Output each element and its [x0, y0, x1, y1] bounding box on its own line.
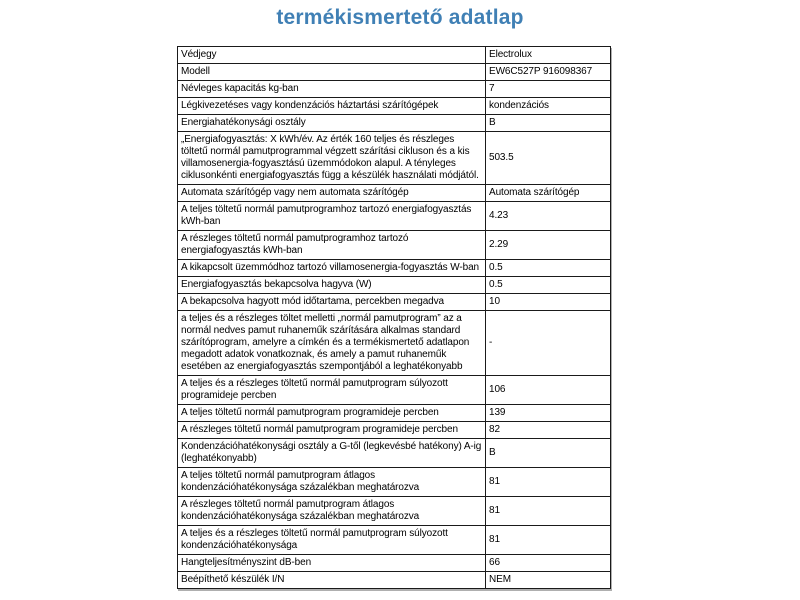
table-row: A teljes és a részleges töltetű normál p… [177, 525, 611, 555]
row-label: Hangteljesítményszint dB-ben [177, 554, 486, 572]
row-value: 0.5 [485, 259, 611, 277]
row-label: A részleges töltetű normál pamutprogram … [177, 496, 486, 526]
row-label: A kikapcsolt üzemmódhoz tartozó villamos… [177, 259, 486, 277]
row-label: Beépíthető készülék I/N [177, 571, 486, 589]
row-label: Névleges kapacitás kg-ban [177, 80, 486, 98]
row-label: Energiafogyasztás bekapcsolva hagyva (W) [177, 276, 486, 294]
row-label: A teljes töltetű normál pamutprogramhoz … [177, 201, 486, 231]
row-label: A részleges töltetű normál pamutprogramh… [177, 230, 486, 260]
row-label: a teljes és a részleges töltet melletti … [177, 310, 486, 376]
row-label: Védjegy [177, 46, 486, 64]
row-value: 106 [485, 375, 611, 405]
table-row: A teljes töltetű normál pamutprogramhoz … [177, 201, 611, 231]
row-label: „Energiafogyasztás: X kWh/év. Az érték 1… [177, 131, 486, 185]
row-label: A részleges töltetű normál pamutprogram … [177, 421, 486, 439]
row-value: kondenzációs [485, 97, 611, 115]
row-value: Electrolux [485, 46, 611, 64]
table-row: Hangteljesítményszint dB-ben 66 [177, 554, 611, 572]
row-value: - [485, 310, 611, 376]
row-value: 10 [485, 293, 611, 311]
row-value: 81 [485, 496, 611, 526]
table-row: Beépíthető készülék I/N NEM [177, 571, 611, 589]
table-row: a teljes és a részleges töltet melletti … [177, 310, 611, 376]
row-label: A teljes töltetű normál pamutprogram átl… [177, 467, 486, 497]
row-value: 503.5 [485, 131, 611, 185]
table-row: Modell EW6C527P 916098367 [177, 63, 611, 81]
row-value: 81 [485, 467, 611, 497]
row-value: B [485, 114, 611, 132]
table-row: A bekapcsolva hagyott mód időtartama, pe… [177, 293, 611, 311]
row-value: 81 [485, 525, 611, 555]
datasheet-page: termékismertető adatlap Védjegy Electrol… [0, 6, 800, 600]
row-value: Automata szárítógép [485, 184, 611, 202]
row-label: Légkivezetéses vagy kondenzációs háztart… [177, 97, 486, 115]
table-row: Energiafogyasztás bekapcsolva hagyva (W)… [177, 276, 611, 294]
table-row: Kondenzációhatékonysági osztály a G-től … [177, 438, 611, 468]
table-row: Névleges kapacitás kg-ban 7 [177, 80, 611, 98]
spec-table: Védjegy Electrolux Modell EW6C527P 91609… [177, 46, 611, 589]
row-label: Kondenzációhatékonysági osztály a G-től … [177, 438, 486, 468]
row-value: 66 [485, 554, 611, 572]
row-value: EW6C527P 916098367 [485, 63, 611, 81]
row-value: 7 [485, 80, 611, 98]
row-label: A bekapcsolva hagyott mód időtartama, pe… [177, 293, 486, 311]
table-row: A kikapcsolt üzemmódhoz tartozó villamos… [177, 259, 611, 277]
table-row: A részleges töltetű normál pamutprogram … [177, 421, 611, 439]
spec-table-body: Védjegy Electrolux Modell EW6C527P 91609… [177, 46, 611, 589]
row-value: 0.5 [485, 276, 611, 294]
row-label: A teljes töltetű normál pamutprogram pro… [177, 404, 486, 422]
table-row: „Energiafogyasztás: X kWh/év. Az érték 1… [177, 131, 611, 185]
row-label: Automata szárítógép vagy nem automata sz… [177, 184, 486, 202]
table-row: A teljes töltetű normál pamutprogram pro… [177, 404, 611, 422]
row-label: A teljes és a részleges töltetű normál p… [177, 375, 486, 405]
row-label: Energiahatékonysági osztály [177, 114, 486, 132]
table-row: Védjegy Electrolux [177, 46, 611, 64]
table-row: A részleges töltetű normál pamutprogramh… [177, 230, 611, 260]
page-title: termékismertető adatlap [276, 6, 524, 29]
table-row: Légkivezetéses vagy kondenzációs háztart… [177, 97, 611, 115]
row-label: A teljes és a részleges töltetű normál p… [177, 525, 486, 555]
table-row: A teljes és a részleges töltetű normál p… [177, 375, 611, 405]
table-row: A részleges töltetű normál pamutprogram … [177, 496, 611, 526]
row-value: 82 [485, 421, 611, 439]
table-row: Automata szárítógép vagy nem automata sz… [177, 184, 611, 202]
row-value: 139 [485, 404, 611, 422]
row-value: 4.23 [485, 201, 611, 231]
row-value: B [485, 438, 611, 468]
table-row: Energiahatékonysági osztály B [177, 114, 611, 132]
table-row: A teljes töltetű normál pamutprogram átl… [177, 467, 611, 497]
row-label: Modell [177, 63, 486, 81]
row-value: 2.29 [485, 230, 611, 260]
row-value: NEM [485, 571, 611, 589]
